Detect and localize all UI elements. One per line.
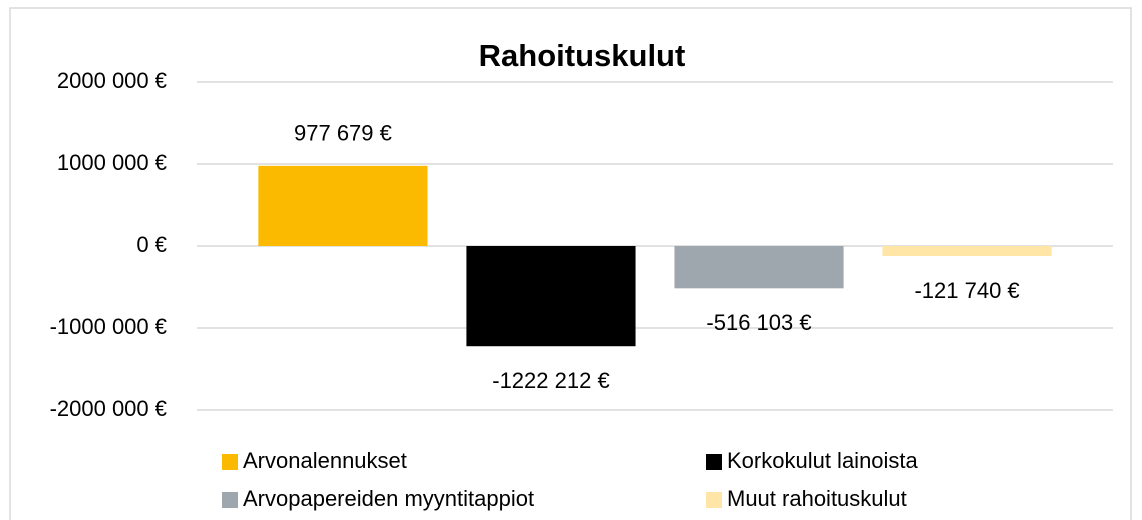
y-tick-label: 2000 000 € [57,68,167,93]
data-label: -516 103 € [706,310,811,335]
y-tick-label: -1000 000 € [50,314,167,339]
y-tick-label: 0 € [136,232,167,257]
data-label: 977 679 € [294,121,392,146]
data-label: -1222 212 € [492,368,609,393]
y-tick-label: 1000 000 € [57,150,167,175]
bar [882,246,1052,256]
legend-label: Muut rahoituskulut [727,486,907,511]
legend-label: Arvopapereiden myyntitappiot [243,486,534,511]
bar [466,246,636,347]
bar [674,246,844,289]
y-tick-label: -2000 000 € [50,396,167,421]
data-label: -121 740 € [914,278,1019,303]
legend-swatch [222,454,238,470]
chart-title: Rahoituskulut [479,38,686,73]
bar [258,165,428,246]
legend-swatch [706,492,722,508]
legend-swatch [706,454,722,470]
legend-swatch [222,492,238,508]
legend-label: Korkokulut lainoista [727,448,919,473]
legend-label: Arvonalennukset [243,448,407,473]
